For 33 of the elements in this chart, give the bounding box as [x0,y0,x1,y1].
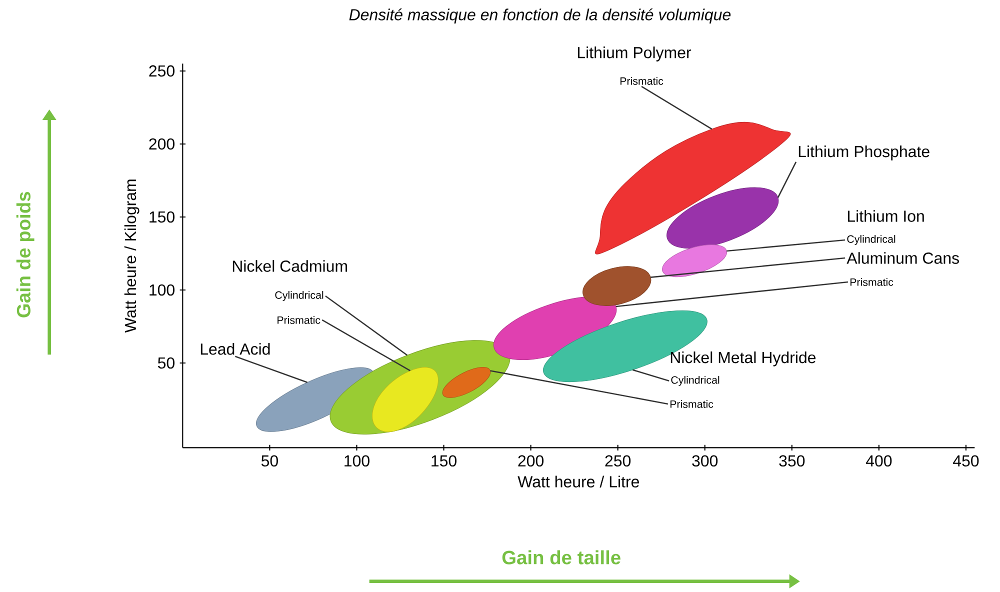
annotation: Prismatic [850,278,894,286]
annotation: Cylindrical [671,376,720,386]
text: Lithium Polymer [578,46,692,62]
y-tick-label: 100 [150,284,174,296]
y-tick-label: 200 [149,138,174,150]
x-tick-label: 400 [866,455,892,467]
annotation: Prismatic [278,316,320,324]
annotation: Lithium Phosphate [798,145,930,160]
x-tick-label: 250 [605,455,631,467]
x-tick-label: 450 [952,455,979,467]
x-tick-label: 150 [432,455,456,467]
x-tick-label: 300 [692,455,718,467]
annotation: Lead Acid [200,343,270,355]
x-tick-label: 350 [779,455,805,467]
y-tick-label: 150 [150,211,174,223]
y-tick-label: 250 [149,65,174,77]
annotation: Lithium Ion [848,210,924,222]
x-axis-title: Watt heure / Litre [518,476,639,488]
chart-title: Densité massique en fonction de la densité volumique [349,8,731,24]
text: Gain de poids [16,192,34,318]
x-tick-label: 50 [261,455,278,467]
y-tick-label: 50 [158,357,174,369]
annotation: Cylindrical [847,235,896,245]
annotation: Nickel Metal Hydride [670,351,816,366]
x-tick-label: 200 [518,455,544,467]
annotation: Nickel Cadmium [232,260,347,272]
y-axis-title: Watt heure / Kilogram [124,180,140,333]
text: Gain de taille [502,550,620,564]
x-tick-label: 100 [344,455,370,467]
annotation: Prismatic [620,77,664,85]
annotation: Prismatic [670,400,714,408]
annotation: Aluminum Cans [846,252,959,264]
annotation: Cylindrical [275,291,324,301]
